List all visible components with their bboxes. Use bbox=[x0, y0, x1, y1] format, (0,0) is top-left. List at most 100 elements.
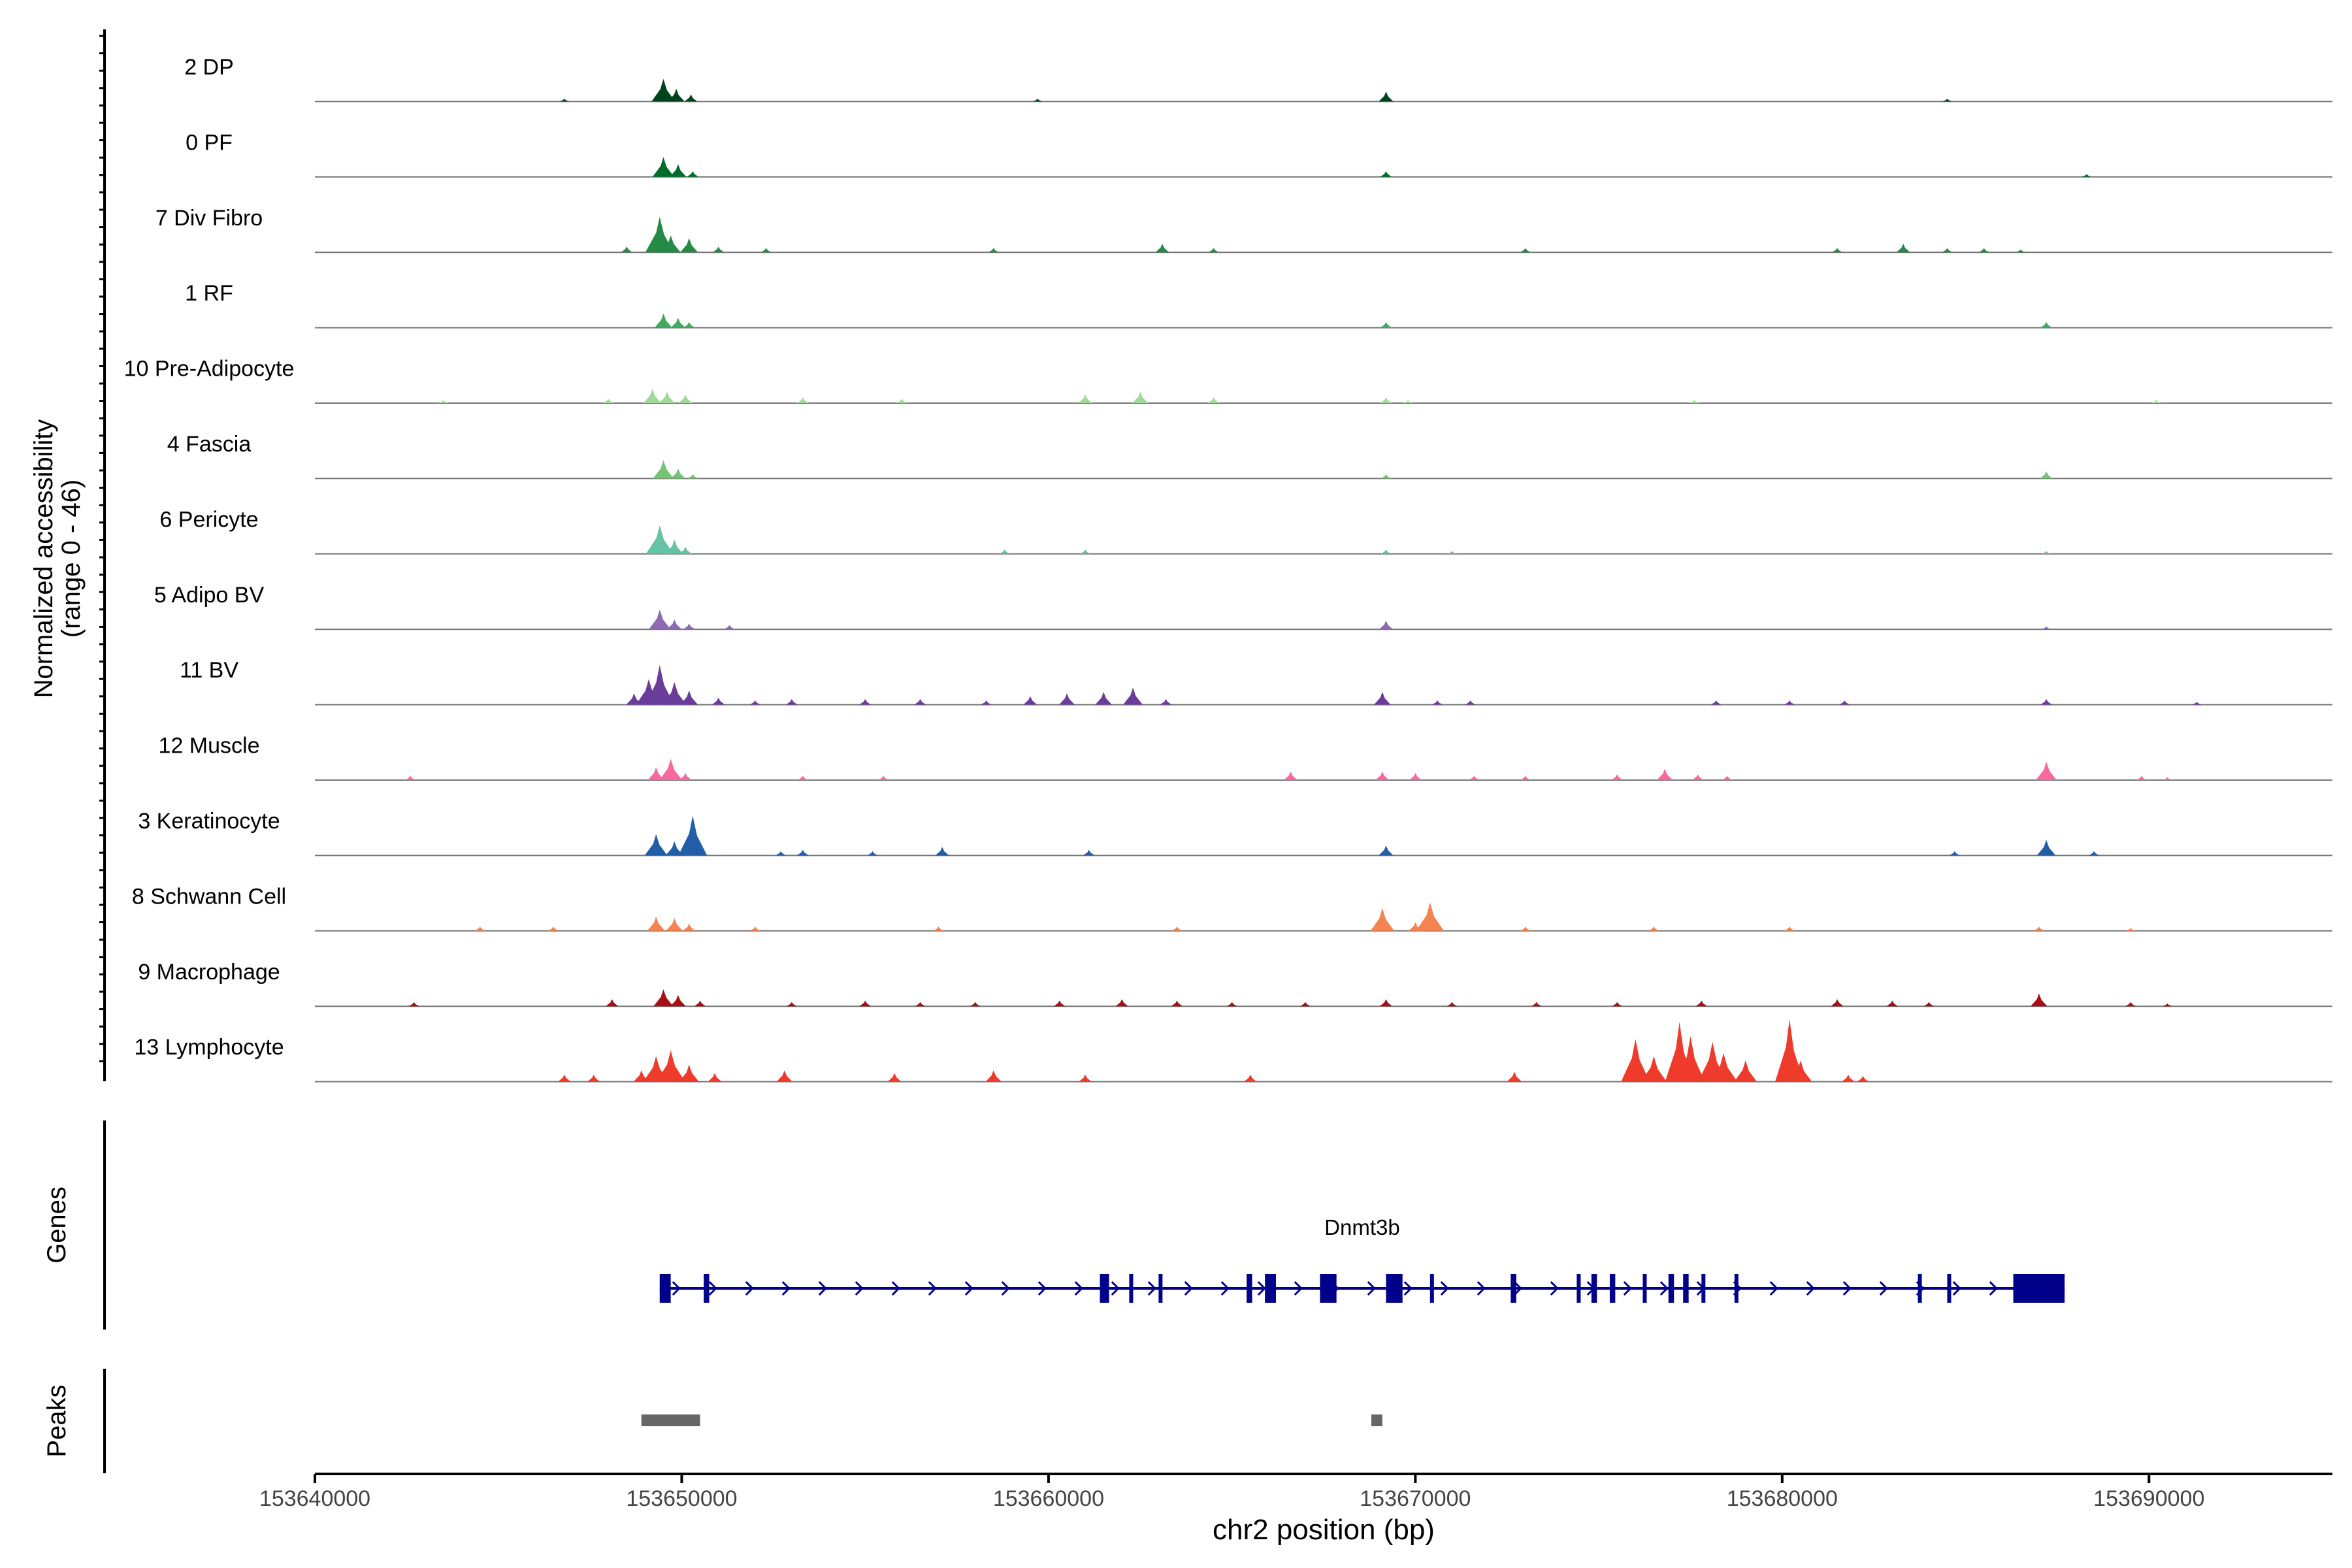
strand-arrow bbox=[1550, 1281, 1559, 1296]
strand-arrow bbox=[855, 1281, 864, 1296]
coverage-peak bbox=[684, 94, 698, 102]
strand-arrow bbox=[891, 1281, 900, 1296]
coverage-peak bbox=[1446, 1002, 1458, 1007]
strand-arrow bbox=[1477, 1281, 1486, 1296]
coverage-peak bbox=[1053, 1000, 1066, 1007]
coverage-peak bbox=[1379, 91, 1394, 102]
coverage-peak bbox=[649, 609, 671, 630]
gene-exon bbox=[1683, 1274, 1689, 1303]
coverage-peak bbox=[2041, 551, 2051, 554]
coverage-peak bbox=[1023, 696, 1037, 705]
strand-arrow bbox=[1513, 1281, 1522, 1296]
track-label: 7 Div Fibro bbox=[155, 206, 263, 231]
coverage-peak bbox=[797, 776, 809, 780]
coverage-peak bbox=[1375, 771, 1390, 780]
coverage-peak bbox=[653, 989, 674, 1007]
track-label: 11 BV bbox=[180, 658, 238, 683]
coverage-peak bbox=[877, 776, 889, 780]
coverage-peak bbox=[1171, 926, 1183, 931]
coverage-peak bbox=[1657, 768, 1673, 780]
strand-arrow bbox=[1806, 1281, 1815, 1296]
coverage-peak bbox=[670, 994, 686, 1007]
peak-region bbox=[641, 1414, 700, 1426]
gene-exon bbox=[1642, 1274, 1647, 1303]
strand-arrow bbox=[1659, 1281, 1669, 1296]
track: 13 Lymphocyte bbox=[134, 1019, 2332, 1083]
gene-exon bbox=[1247, 1274, 1252, 1303]
coverage-peak bbox=[749, 700, 761, 705]
strand-arrow bbox=[1001, 1281, 1010, 1296]
coverage-peak bbox=[867, 851, 878, 856]
coverage-peak bbox=[2162, 1003, 2172, 1007]
coverage-peak bbox=[1689, 400, 1699, 403]
coverage-peak bbox=[1380, 549, 1392, 554]
x-tick-label: 153660000 bbox=[993, 1486, 1104, 1511]
coverage-peak bbox=[1379, 845, 1394, 856]
coverage-peak bbox=[1842, 1074, 1855, 1082]
coverage-peak bbox=[474, 926, 485, 931]
genes-label: Genes bbox=[42, 1186, 71, 1264]
coverage-peak bbox=[2041, 626, 2051, 630]
coverage-peak bbox=[2016, 249, 2026, 253]
coverage-peak bbox=[665, 540, 683, 554]
coverage-peak bbox=[1648, 926, 1659, 931]
x-tick-label: 153670000 bbox=[1360, 1486, 1471, 1511]
track: 4 Fascia bbox=[167, 432, 2332, 480]
coverage-peak bbox=[557, 1074, 571, 1082]
coverage-peak bbox=[1611, 1002, 1623, 1007]
strand-arrow bbox=[1257, 1281, 1266, 1296]
coverage-peak bbox=[669, 164, 687, 177]
track-label: 10 Pre-Adipocyte bbox=[124, 357, 295, 382]
coverage-peak bbox=[1857, 1075, 1869, 1082]
track-label: 13 Lymphocyte bbox=[134, 1035, 284, 1060]
coverage-peak bbox=[1520, 926, 1531, 931]
coverage-peak bbox=[859, 698, 872, 705]
coverage-peak bbox=[1611, 774, 1624, 780]
coverage-peak bbox=[2088, 851, 2100, 856]
track-label: 8 Schwann Cell bbox=[132, 884, 286, 909]
coverage-peak bbox=[687, 171, 699, 177]
gene-exon bbox=[659, 1274, 671, 1303]
x-axis-title: chr2 position (bp) bbox=[1213, 1514, 1435, 1546]
coverage-peak bbox=[1695, 1000, 1708, 1007]
coverage-peak bbox=[683, 321, 695, 328]
track: 12 Muscle bbox=[159, 734, 2332, 781]
strand-arrow bbox=[1440, 1281, 1449, 1296]
gene-exon bbox=[1734, 1274, 1739, 1303]
coverage-peak bbox=[647, 767, 665, 780]
coverage-peak bbox=[988, 248, 999, 253]
coverage-peak bbox=[547, 926, 559, 931]
track-label: 2 DP bbox=[184, 55, 234, 80]
coverage-peak bbox=[1416, 902, 1445, 931]
track: 6 Pericyte bbox=[159, 507, 2332, 555]
coverage-peak bbox=[896, 399, 907, 403]
coverage-peak bbox=[1079, 1074, 1092, 1082]
track-label: 5 Adipo BV bbox=[154, 583, 265, 608]
strand-arrow bbox=[672, 1281, 681, 1296]
coverage-peak bbox=[651, 78, 676, 102]
strand-arrow bbox=[1842, 1281, 1852, 1296]
coverage-peak bbox=[1775, 1019, 1805, 1082]
gene-exon bbox=[1129, 1274, 1134, 1303]
coverage-peak bbox=[645, 525, 674, 554]
strand-arrow bbox=[1147, 1281, 1156, 1296]
x-axis-ticks: 153640000 153650000 153660000 153670000 1536… bbox=[259, 1474, 2204, 1511]
coverage-peak bbox=[2162, 777, 2172, 780]
track: 9 Macrophage bbox=[138, 960, 2332, 1007]
gene-exon bbox=[1158, 1274, 1163, 1303]
coverage-peak bbox=[1520, 776, 1531, 780]
coverage-peak bbox=[408, 1002, 419, 1007]
coverage-peak bbox=[605, 999, 619, 1007]
coverage-peak bbox=[680, 690, 698, 705]
coverage-peak bbox=[1923, 1002, 1935, 1007]
coverage-peak bbox=[859, 1000, 872, 1007]
coverage-peak bbox=[1942, 248, 1953, 253]
coverage-peak bbox=[1949, 851, 1960, 856]
y-axis-title-line2: (range 0 - 46) bbox=[57, 480, 86, 638]
coverage-peak bbox=[1078, 394, 1092, 403]
coverage-peak bbox=[694, 1000, 706, 1007]
coverage-peak bbox=[656, 1050, 685, 1082]
track: 7 Div Fibro bbox=[155, 206, 2332, 253]
coverage-peak bbox=[1207, 397, 1220, 403]
